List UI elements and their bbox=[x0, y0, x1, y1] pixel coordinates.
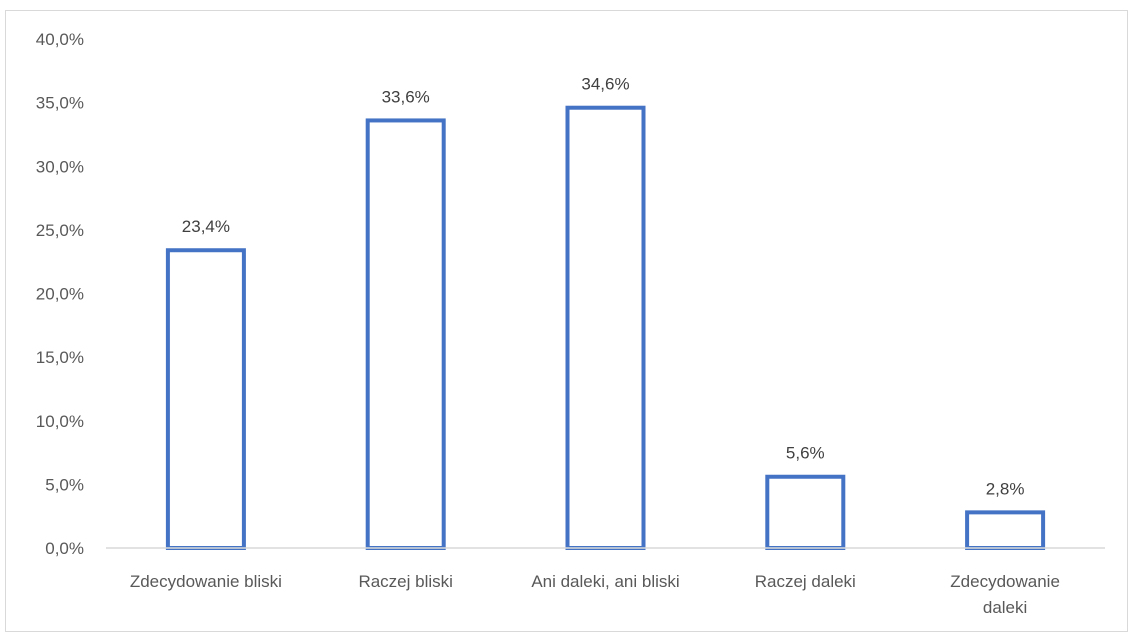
bar bbox=[565, 105, 646, 550]
bar-data-label: 2,8% bbox=[986, 479, 1025, 498]
bar bbox=[765, 474, 846, 550]
bar bbox=[365, 118, 446, 550]
bar bbox=[165, 248, 246, 551]
y-tick-label: 25,0% bbox=[36, 221, 84, 240]
y-tick-label: 35,0% bbox=[36, 94, 84, 113]
bar-data-label: 5,6% bbox=[786, 444, 825, 463]
x-category-label: daleki bbox=[983, 598, 1027, 617]
bars bbox=[165, 105, 1046, 551]
x-axis-category-labels: Zdecydowanie bliski Raczej bliski Ani dale… bbox=[130, 572, 1060, 617]
y-tick-label: 10,0% bbox=[36, 412, 84, 431]
x-category-label: Raczej bliski bbox=[358, 572, 452, 591]
y-tick-label: 5,0% bbox=[45, 475, 84, 494]
y-tick-label: 0,0% bbox=[45, 539, 84, 558]
y-tick-label: 40,0% bbox=[36, 30, 84, 49]
y-tick-label: 30,0% bbox=[36, 157, 84, 176]
bar-data-label: 33,6% bbox=[382, 87, 430, 106]
x-category-label: Zdecydowanie bliski bbox=[130, 572, 282, 591]
y-tick-label: 20,0% bbox=[36, 285, 84, 304]
y-tick-label: 15,0% bbox=[36, 348, 84, 367]
data-labels: 23,4% 33,6% 34,6% 5,6% 2,8% bbox=[182, 75, 1025, 499]
x-category-label: Ani daleki, ani bliski bbox=[531, 572, 679, 591]
x-category-label: Zdecydowanie bbox=[950, 572, 1060, 591]
bar-data-label: 34,6% bbox=[581, 75, 629, 94]
bar bbox=[965, 510, 1046, 550]
x-category-label: Raczej daleki bbox=[755, 572, 856, 591]
bar-data-label: 23,4% bbox=[182, 217, 230, 236]
y-axis-tick-labels: 0,0% 5,0% 10,0% 15,0% 20,0% 25,0% 30,0% 35,0% 40… bbox=[36, 30, 84, 558]
